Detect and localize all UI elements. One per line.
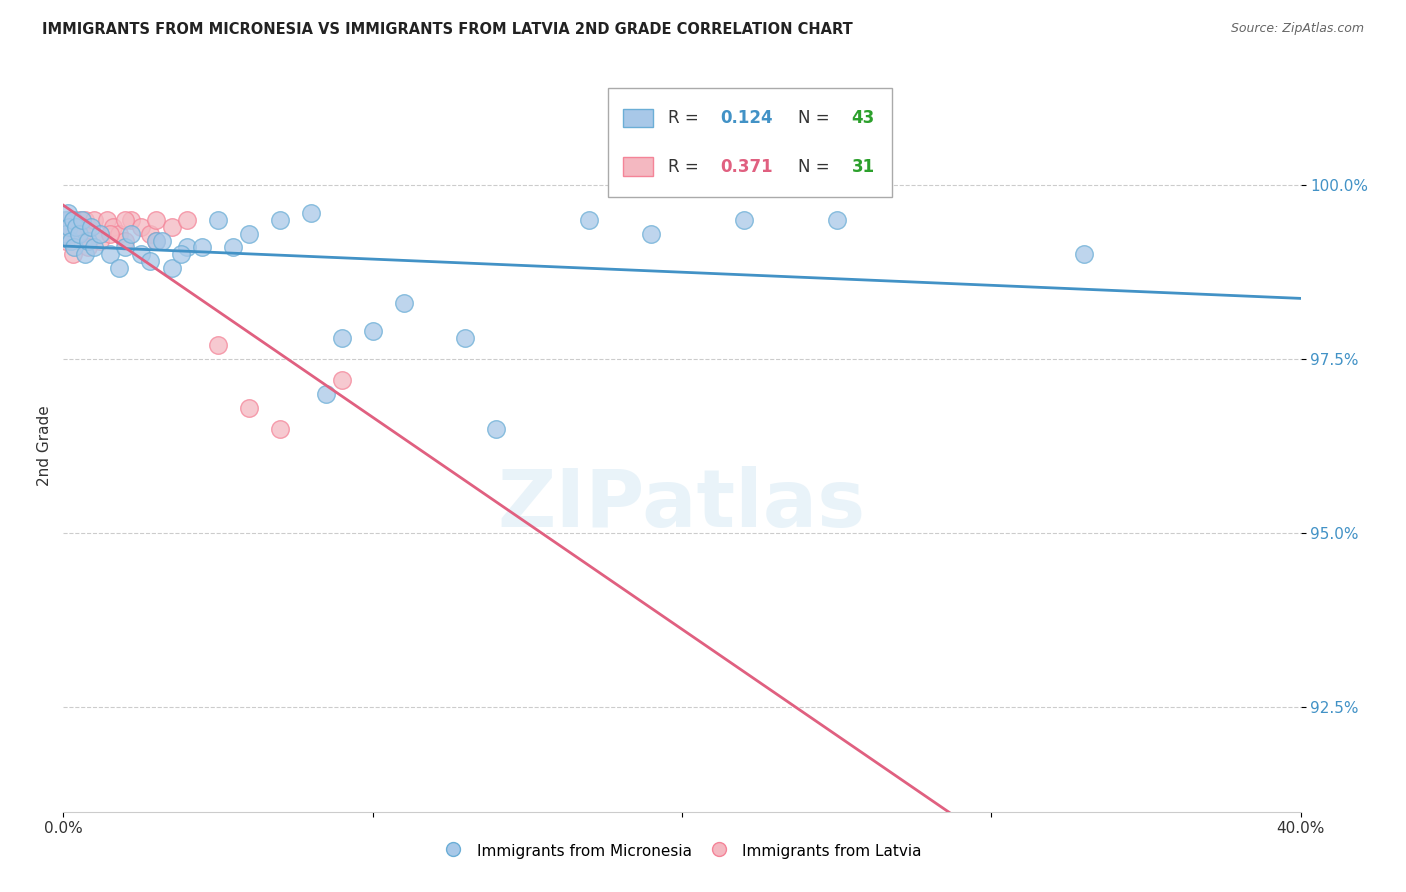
Point	[83, 240, 105, 254]
FancyBboxPatch shape	[623, 109, 654, 128]
Point	[222, 240, 245, 254]
Point	[56, 212, 79, 227]
Point	[269, 212, 291, 227]
Text: N =: N =	[799, 110, 835, 128]
Point	[1073, 247, 1095, 261]
Point	[73, 212, 96, 227]
Point	[53, 212, 76, 227]
Text: ZIPatlas: ZIPatlas	[498, 466, 866, 543]
Legend: Immigrants from Micronesia, Immigrants from Latvia: Immigrants from Micronesia, Immigrants f…	[436, 836, 928, 866]
Text: R =: R =	[668, 110, 704, 128]
Point	[65, 219, 87, 234]
Point	[98, 247, 121, 261]
FancyBboxPatch shape	[607, 87, 893, 197]
Point	[150, 234, 173, 248]
Point	[238, 401, 260, 415]
Point	[315, 386, 337, 401]
Point	[63, 240, 86, 254]
Point	[485, 421, 508, 435]
Point	[62, 212, 84, 227]
Point	[108, 227, 131, 241]
Point	[53, 219, 76, 234]
Point	[578, 212, 600, 227]
Point	[55, 227, 77, 241]
Point	[361, 324, 384, 338]
Point	[207, 338, 229, 352]
Point	[176, 212, 198, 227]
Text: 43: 43	[852, 110, 875, 128]
Point	[139, 254, 162, 268]
Point	[65, 219, 87, 234]
Point	[120, 227, 142, 241]
Point	[67, 212, 90, 227]
Text: N =: N =	[799, 158, 835, 176]
Text: R =: R =	[668, 158, 704, 176]
Point	[101, 219, 124, 234]
Point	[454, 331, 477, 345]
Point	[160, 261, 183, 276]
Point	[70, 227, 93, 241]
Point	[733, 212, 755, 227]
Point	[62, 212, 84, 227]
Point	[207, 212, 229, 227]
Point	[70, 212, 93, 227]
Point	[114, 234, 136, 248]
Point	[59, 234, 82, 248]
Point	[98, 227, 121, 241]
Point	[77, 240, 100, 254]
Point	[238, 227, 260, 241]
Point	[145, 212, 167, 227]
Point	[145, 234, 167, 248]
Point	[62, 247, 84, 261]
Point	[83, 212, 105, 227]
Point	[77, 219, 100, 234]
Point	[89, 234, 111, 248]
Point	[330, 373, 353, 387]
Point	[129, 247, 152, 261]
Point	[170, 247, 193, 261]
Point	[160, 219, 183, 234]
Point	[269, 421, 291, 435]
Text: 0.124: 0.124	[720, 110, 773, 128]
Point	[120, 212, 142, 227]
Point	[191, 240, 214, 254]
Point	[58, 227, 80, 241]
Point	[640, 227, 662, 241]
Text: IMMIGRANTS FROM MICRONESIA VS IMMIGRANTS FROM LATVIA 2ND GRADE CORRELATION CHART: IMMIGRANTS FROM MICRONESIA VS IMMIGRANTS…	[42, 22, 853, 37]
Text: 0.371: 0.371	[720, 158, 773, 176]
Y-axis label: 2nd Grade: 2nd Grade	[37, 406, 52, 486]
Point	[55, 234, 77, 248]
Point	[96, 212, 118, 227]
Point	[330, 331, 353, 345]
Point	[114, 240, 136, 254]
Point	[73, 247, 96, 261]
Point	[114, 212, 136, 227]
Point	[58, 219, 80, 234]
Point	[139, 227, 162, 241]
Point	[108, 261, 131, 276]
Point	[129, 219, 152, 234]
Point	[80, 219, 103, 234]
Point	[299, 205, 322, 219]
Point	[392, 296, 415, 310]
Point	[145, 234, 167, 248]
Point	[176, 240, 198, 254]
FancyBboxPatch shape	[623, 158, 654, 176]
Point	[77, 234, 100, 248]
Point	[67, 227, 90, 241]
Point	[89, 227, 111, 241]
Text: 31: 31	[852, 158, 875, 176]
Point	[56, 205, 79, 219]
Text: Source: ZipAtlas.com: Source: ZipAtlas.com	[1230, 22, 1364, 36]
Point	[825, 212, 848, 227]
